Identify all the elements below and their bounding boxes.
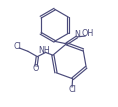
Text: Cl: Cl	[13, 42, 21, 51]
Text: O: O	[33, 64, 39, 73]
Text: NH: NH	[39, 46, 50, 55]
Text: OH: OH	[82, 29, 94, 38]
Text: Cl: Cl	[68, 85, 76, 94]
Text: N: N	[74, 30, 80, 39]
